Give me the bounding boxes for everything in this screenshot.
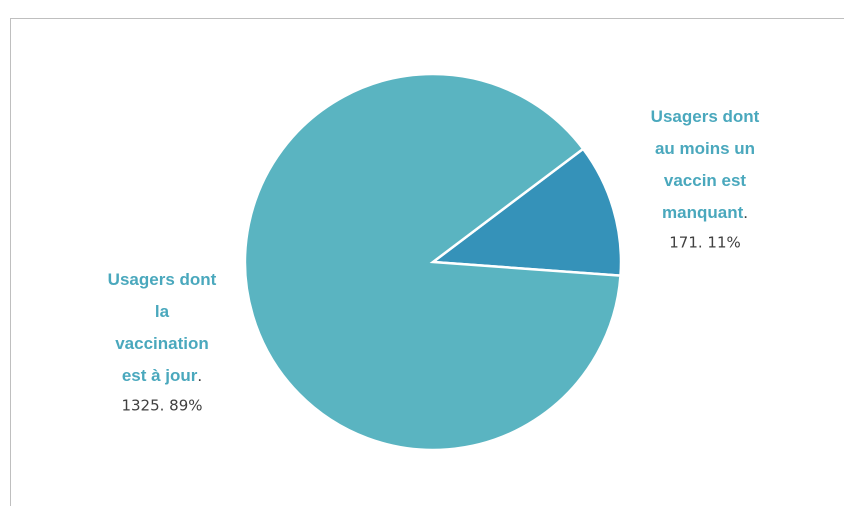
value-label: 171. 11% — [669, 234, 741, 252]
slice-label-line: vaccin est — [664, 171, 747, 190]
pie-slice — [243, 72, 622, 452]
slice-label: la — [155, 302, 170, 321]
slice-label: Usagers dont — [108, 270, 217, 289]
slice-label-line: Usagers dont — [651, 107, 760, 126]
slice-label-line: Usagers dont — [108, 270, 217, 289]
slice-label-line: vaccination — [115, 334, 209, 353]
slice-label: vaccin est — [664, 171, 747, 190]
slice-label-line: au moins un — [655, 139, 755, 158]
slice-label: est à jour. — [122, 366, 202, 385]
slice-label: vaccination — [115, 334, 209, 353]
slice-label: manquant. — [662, 203, 748, 222]
label-separator: . — [743, 203, 748, 222]
slice-label: au moins un — [655, 139, 755, 158]
slice-label-line: est à jour — [122, 366, 198, 385]
slice-label-line: manquant — [662, 203, 744, 222]
value-label: 1325. 89% — [121, 397, 202, 415]
label-separator: . — [197, 366, 202, 385]
pie-slice — [429, 147, 623, 277]
slice-label-line: la — [155, 302, 170, 321]
slice-label: Usagers dont — [651, 107, 760, 126]
